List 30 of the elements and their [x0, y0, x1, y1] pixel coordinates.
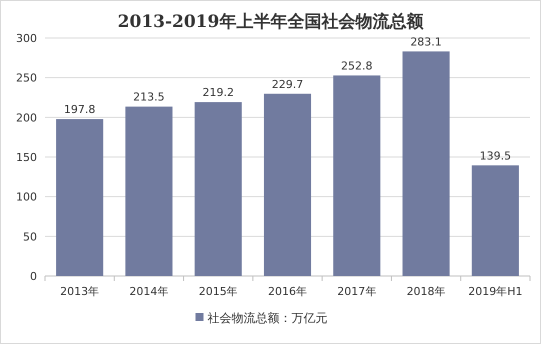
y-tick-label: 200: [16, 111, 37, 124]
x-tick-label: 2014年: [129, 285, 168, 298]
y-tick-label: 0: [30, 270, 37, 283]
x-tick-label: 2015年: [198, 285, 238, 298]
y-tick-label: 300: [16, 32, 37, 45]
data-label: 252.8: [341, 59, 373, 72]
legend-label: 社会物流总额：万亿元: [208, 311, 328, 325]
data-label: 283.1: [410, 35, 442, 48]
x-tick-label: 2013年: [60, 285, 100, 298]
x-tick-label: 2019年H1: [468, 285, 522, 298]
x-tick-label: 2018年: [406, 285, 446, 298]
bar: [333, 75, 380, 276]
data-label: 219.2: [202, 86, 234, 100]
data-label: 213.5: [133, 90, 165, 104]
x-tick-label: 2016年: [268, 285, 307, 298]
y-tick-label: 50: [23, 230, 37, 244]
y-tick-label: 150: [16, 151, 37, 164]
bar: [56, 119, 104, 276]
y-tick-label: 100: [16, 190, 37, 204]
bar: [194, 102, 242, 276]
chart-title: 2013-2019年上半年全国社会物流总额: [118, 12, 424, 32]
data-label: 197.8: [64, 103, 96, 116]
bar: [472, 165, 519, 276]
bar: [402, 51, 450, 276]
y-tick-label: 250: [16, 72, 37, 85]
bar: [264, 94, 312, 276]
x-tick-label: 2017年: [337, 285, 376, 298]
bar: [125, 106, 172, 276]
data-label: 229.7: [272, 78, 304, 91]
data-label: 139.5: [480, 149, 512, 162]
